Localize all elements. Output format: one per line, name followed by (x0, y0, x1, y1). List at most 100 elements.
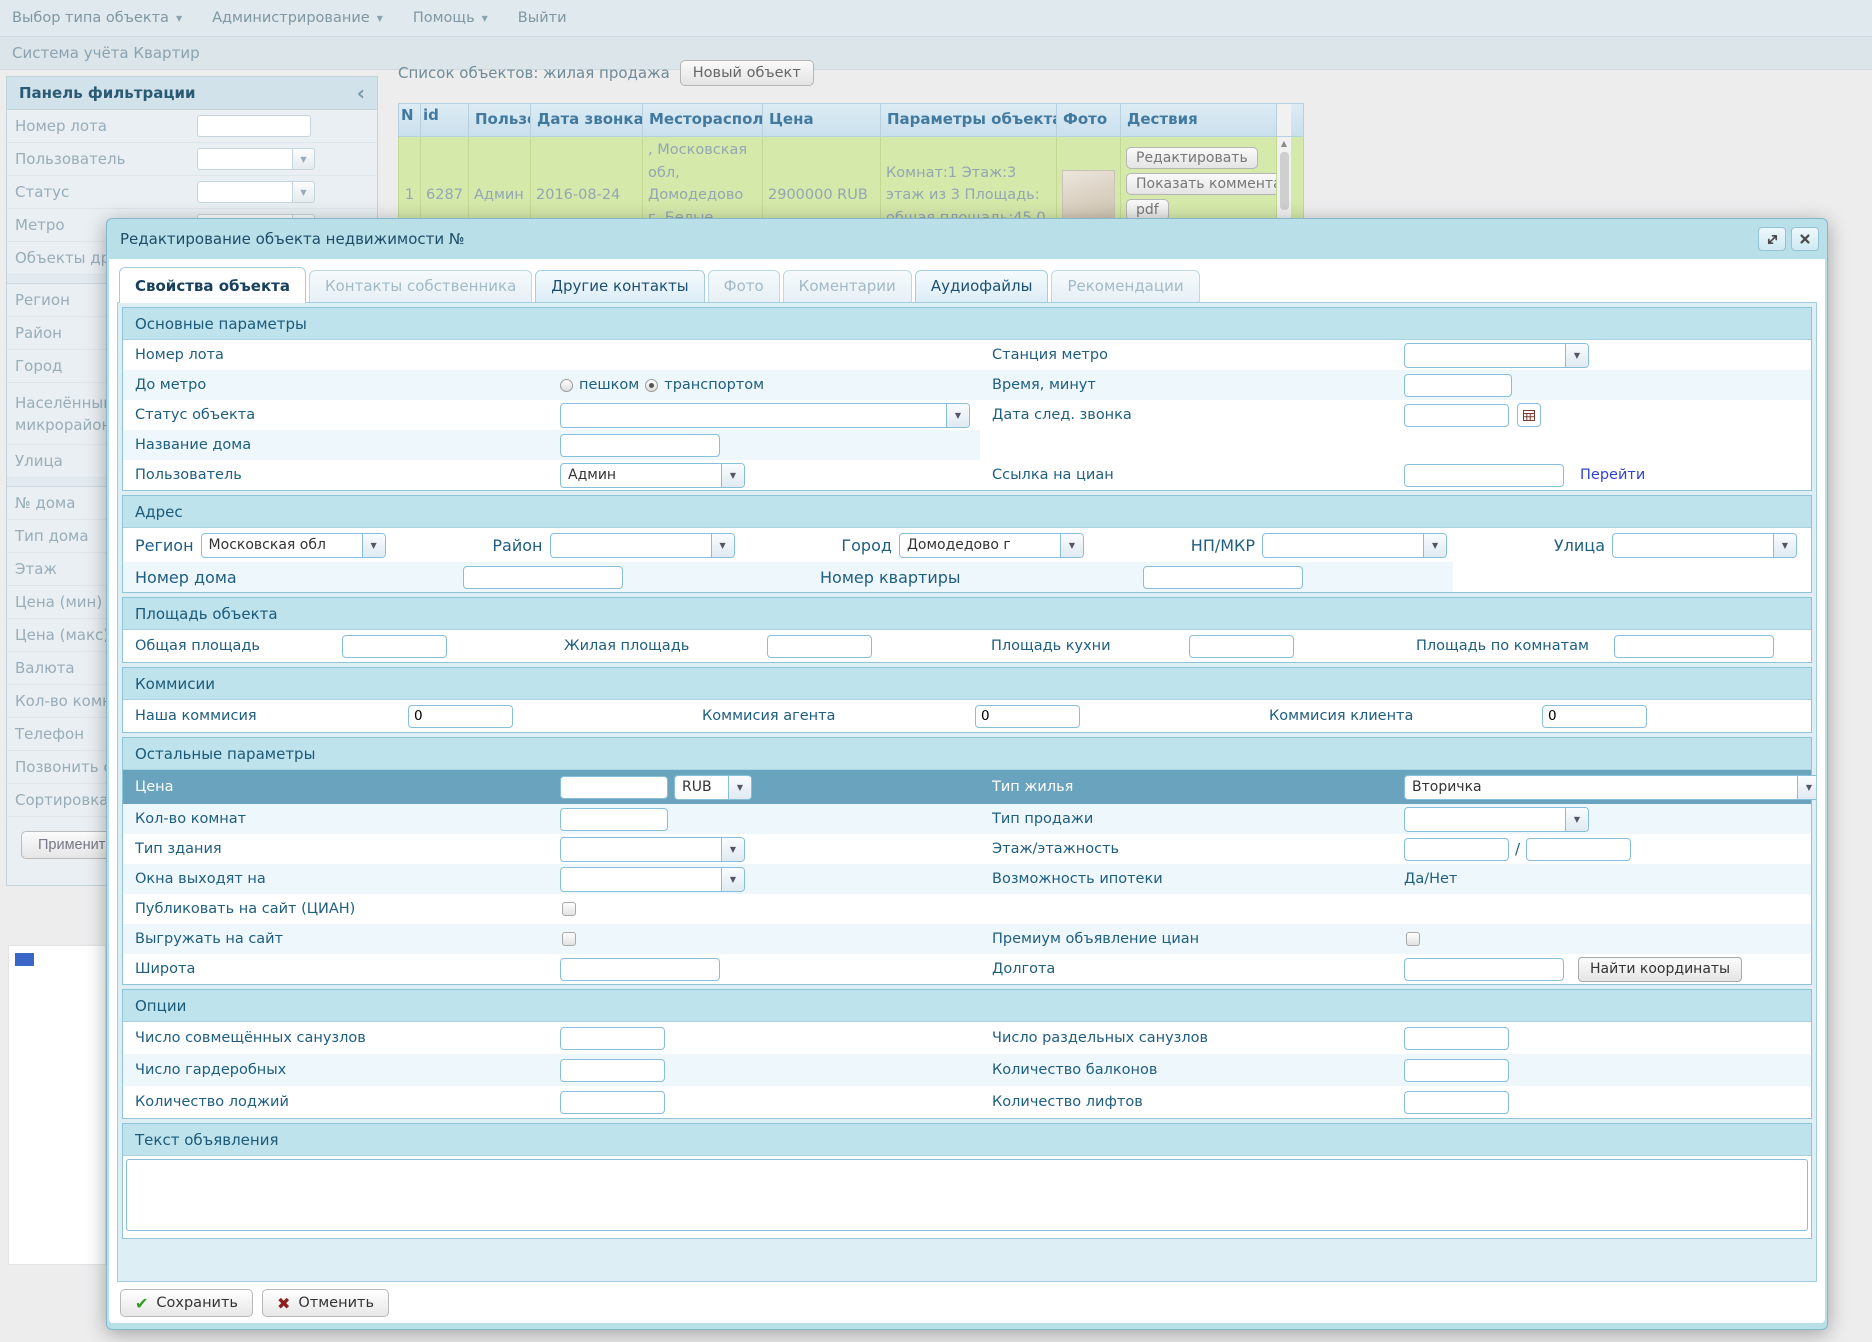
column-price[interactable]: Цена (763, 104, 881, 136)
chevron-down-icon[interactable]: ▼ (721, 867, 744, 891)
flat-number-input[interactable] (1143, 565, 1303, 589)
chevron-down-icon[interactable]: ▼ (1797, 775, 1816, 799)
next-call-date-input[interactable] (1404, 403, 1509, 427)
wardrobes-input[interactable] (560, 1058, 665, 1082)
house-number-input[interactable] (463, 565, 623, 589)
ad-text-textarea[interactable] (126, 1159, 1808, 1231)
radio-walk[interactable]: пешком (560, 377, 639, 393)
balconies-input[interactable] (1404, 1058, 1509, 1082)
object-photo-thumbnail[interactable] (1062, 169, 1115, 222)
chevron-down-icon[interactable]: ▼ (1059, 533, 1083, 557)
column-params[interactable]: Параметры объекта (881, 104, 1057, 136)
column-call-date[interactable]: Дата звонка (531, 104, 643, 136)
rooms-count-input[interactable] (560, 807, 668, 831)
column-n[interactable]: N (399, 104, 421, 136)
close-button[interactable] (1791, 227, 1819, 251)
tab-object-properties[interactable]: Свойства объекта (119, 267, 306, 303)
floor-input[interactable] (1404, 837, 1509, 861)
show-comments-button[interactable]: Показать комментарии (1126, 173, 1276, 195)
premium-cian-checkbox[interactable] (1406, 932, 1420, 946)
chevron-down-icon[interactable]: ▼ (721, 837, 744, 861)
object-status-select[interactable]: ▼ (560, 402, 970, 428)
scrollbar-thumb[interactable] (1279, 152, 1289, 211)
go-to-cian-link[interactable]: Перейти (1580, 467, 1646, 483)
living-area-input[interactable] (767, 634, 872, 658)
field-cian-link: Ссылка на циан Перейти (980, 460, 1811, 490)
filter-panel-title: Панель фильтрации (19, 84, 196, 102)
column-location[interactable]: Месторасположение (643, 104, 763, 136)
chevron-down-icon[interactable]: ▼ (1565, 343, 1588, 367)
calendar-icon[interactable] (1517, 403, 1541, 427)
np-mkr-select[interactable]: ▼ (1262, 532, 1448, 558)
upload-site-checkbox[interactable] (562, 932, 576, 946)
metro-station-select[interactable]: ▼ (1404, 342, 1589, 368)
rooms-area-input[interactable] (1614, 634, 1774, 658)
loggias-input[interactable] (560, 1090, 665, 1114)
chevron-down-icon: ▼ (175, 13, 183, 23)
agent-commission-input[interactable] (975, 704, 1080, 728)
chevron-down-icon[interactable]: ▼ (293, 181, 315, 203)
chevron-down-icon[interactable]: ▼ (1773, 533, 1796, 557)
new-object-button[interactable]: Новый объект (679, 60, 814, 86)
edit-object-button[interactable]: Редактировать (1126, 147, 1258, 169)
combined-wc-input[interactable] (560, 1026, 665, 1050)
chevron-down-icon[interactable]: ▼ (728, 775, 751, 799)
save-button[interactable]: ✔ Сохранить (120, 1289, 253, 1317)
menu-object-type[interactable]: Выбор типа объекта ▼ (12, 10, 182, 26)
longitude-input[interactable] (1404, 957, 1564, 981)
chevron-down-icon[interactable]: ▼ (361, 533, 385, 557)
client-commission-input[interactable] (1542, 704, 1647, 728)
tab-other-contacts[interactable]: Другие контакты (535, 270, 705, 302)
filter-lot-number-input[interactable] (197, 115, 311, 137)
our-commission-input[interactable] (408, 704, 513, 728)
user-select[interactable]: Админ ▼ (560, 462, 745, 488)
maximize-button[interactable] (1758, 227, 1786, 251)
radio-selected-icon[interactable] (645, 378, 659, 392)
street-select[interactable]: ▼ (1612, 532, 1797, 558)
check-icon: ✔ (135, 1293, 149, 1313)
filter-status-select[interactable]: ▼ (197, 181, 315, 203)
publish-cian-checkbox[interactable] (562, 902, 576, 916)
housing-type-select[interactable]: Вторичка ▼ (1404, 774, 1816, 800)
building-type-select[interactable]: ▼ (560, 836, 745, 862)
separate-wc-input[interactable] (1404, 1026, 1509, 1050)
cancel-button[interactable]: ✖ Отменить (261, 1289, 389, 1317)
filter-user-select[interactable]: ▼ (197, 148, 315, 170)
time-minutes-input[interactable] (1404, 373, 1512, 397)
currency-select[interactable]: RUB ▼ (674, 774, 752, 800)
windows-select[interactable]: ▼ (560, 866, 745, 892)
cian-link-input[interactable] (1404, 463, 1564, 487)
region-select[interactable]: Московская обл ▼ (200, 532, 386, 558)
house-name-input[interactable] (560, 433, 720, 457)
find-coordinates-button[interactable]: Найти координаты (1578, 956, 1743, 982)
kitchen-area-input[interactable] (1189, 634, 1294, 658)
column-photo[interactable]: Фото (1057, 104, 1121, 136)
chevron-down-icon[interactable]: ▼ (1565, 807, 1588, 831)
menu-help[interactable]: Помощь ▼ (413, 10, 488, 26)
chevron-down-icon[interactable]: ▼ (721, 463, 744, 487)
total-area-input[interactable] (342, 634, 447, 658)
tab-audio-files[interactable]: Аудиофайлы (914, 270, 1049, 302)
scroll-up-icon[interactable]: ▲ (1280, 139, 1288, 148)
menu-logout[interactable]: Выйти (518, 10, 567, 26)
elevators-input[interactable] (1404, 1090, 1509, 1114)
radio-icon[interactable] (560, 378, 573, 392)
latitude-input[interactable] (560, 957, 720, 981)
chevron-down-icon[interactable]: ▼ (1423, 533, 1447, 557)
chevron-down-icon[interactable]: ▼ (293, 148, 315, 170)
empty-row (980, 430, 1811, 460)
chevron-down-icon[interactable]: ▼ (710, 533, 734, 557)
city-select[interactable]: Домодедово г ▼ (898, 532, 1084, 558)
column-user[interactable]: Пользователь (469, 104, 531, 136)
price-input[interactable] (560, 775, 668, 799)
sale-type-select[interactable]: ▼ (1404, 806, 1589, 832)
radio-transport[interactable]: транспортом (645, 377, 764, 393)
menu-administration[interactable]: Администрирование ▼ (212, 10, 383, 26)
column-id[interactable]: id (421, 104, 469, 136)
floors-total-input[interactable] (1526, 837, 1632, 861)
chevron-down-icon[interactable]: ▼ (946, 403, 969, 427)
district-select[interactable]: ▼ (549, 532, 735, 558)
collapse-panel-icon[interactable]: ‹ (356, 81, 365, 105)
pdf-button[interactable]: pdf (1126, 199, 1169, 221)
column-actions[interactable]: Дествия (1121, 104, 1277, 136)
